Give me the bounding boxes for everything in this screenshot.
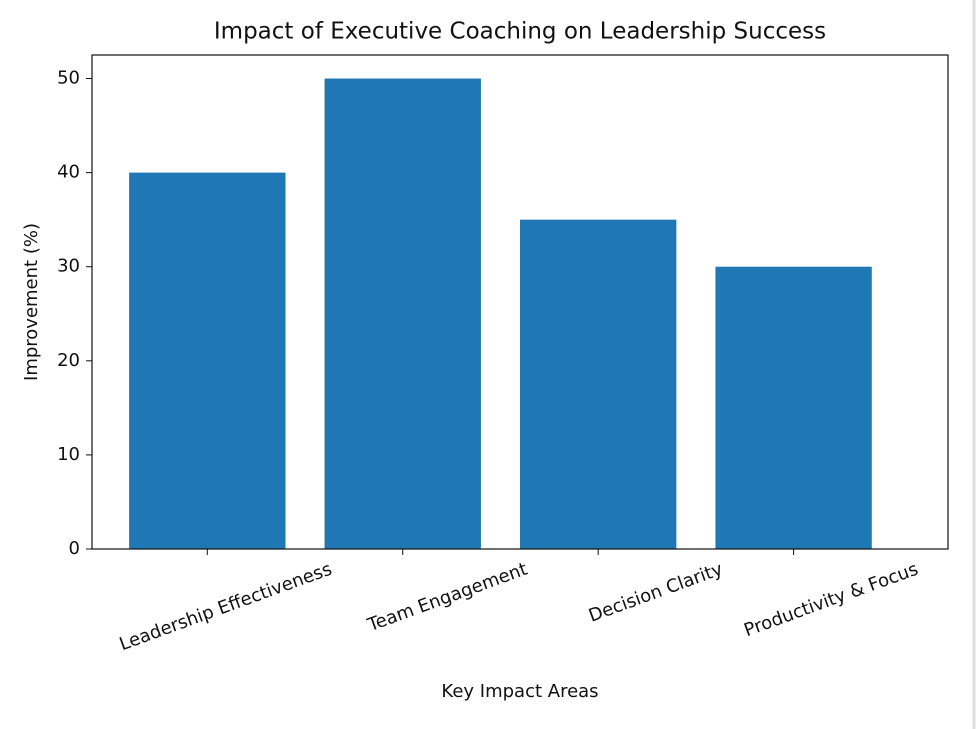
bar [129,172,286,549]
bar [715,266,872,549]
y-tick-label: 10 [57,444,80,465]
y-tick-label: 30 [57,256,80,277]
y-tick-label: 20 [57,350,80,371]
x-axis-label: Key Impact Areas [441,681,598,702]
y-tick-label: 0 [69,538,80,559]
bar [324,78,481,550]
bar [520,219,677,549]
plot-frame [91,54,949,550]
y-tick-label: 40 [57,162,80,183]
y-tick-label: 50 [57,68,80,89]
chart-title: Impact of Executive Coaching on Leadersh… [214,19,826,45]
y-axis-label: Improvement (%) [21,223,42,381]
